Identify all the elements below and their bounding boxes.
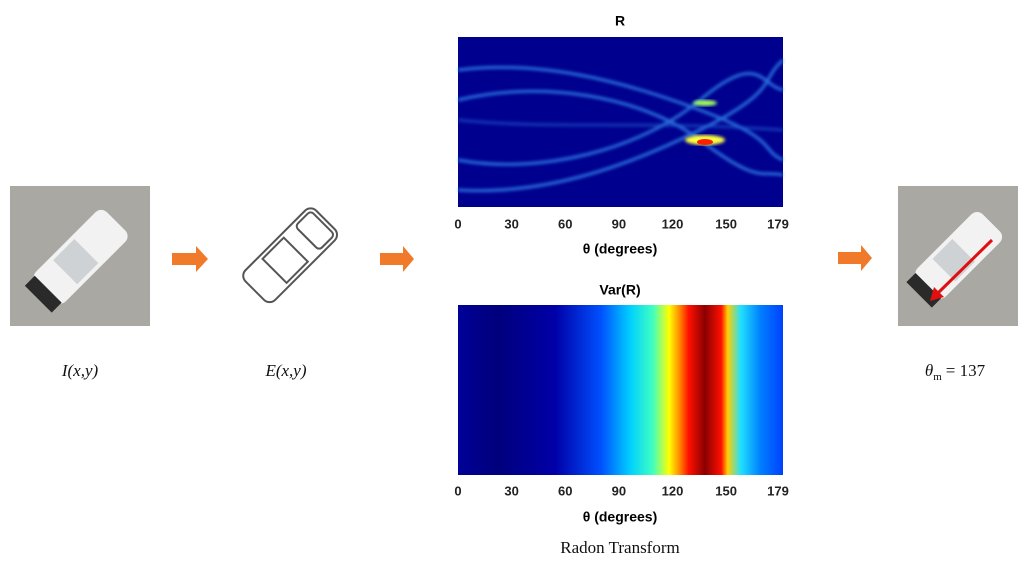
x-tick-label: 90 [612,216,626,231]
x-axis-label: θ (degrees) [583,241,657,257]
x-axis-label: θ (degrees) [583,509,657,525]
radon-heatmap [457,37,784,207]
x-tick-label: 0 [454,216,461,231]
x-tick-label: 150 [715,216,737,231]
x-tick-label: 90 [612,483,626,498]
subscript: m [933,371,942,383]
arrow [172,246,208,272]
symbol: θ [925,361,933,380]
plot-title: Var(R) [599,282,640,298]
input-label: I(x,y) [61,361,99,380]
edge-label: E(x,y) [264,361,306,380]
x-tick-label: 0 [454,483,461,498]
variance-heatmap [458,305,783,475]
x-tick-label: 60 [558,216,572,231]
x-tick-label: 179 [767,216,789,231]
x-tick-label: 120 [662,216,684,231]
x-tick-label: 60 [558,483,572,498]
x-tick-label: 30 [504,483,518,498]
edge-image [218,186,358,326]
value-text: = 137 [946,361,986,380]
caption: Radon Transform [560,538,679,557]
arrow [380,246,414,272]
x-tick-label: 150 [715,483,737,498]
x-tick-label: 179 [767,483,789,498]
result-image [898,186,1018,326]
x-tick-label: 30 [504,216,518,231]
input-image [10,186,150,326]
arrow [838,245,872,271]
plot-title: R [615,13,625,29]
x-tick-label: 120 [662,483,684,498]
result-label: θm = 137 [925,361,986,383]
